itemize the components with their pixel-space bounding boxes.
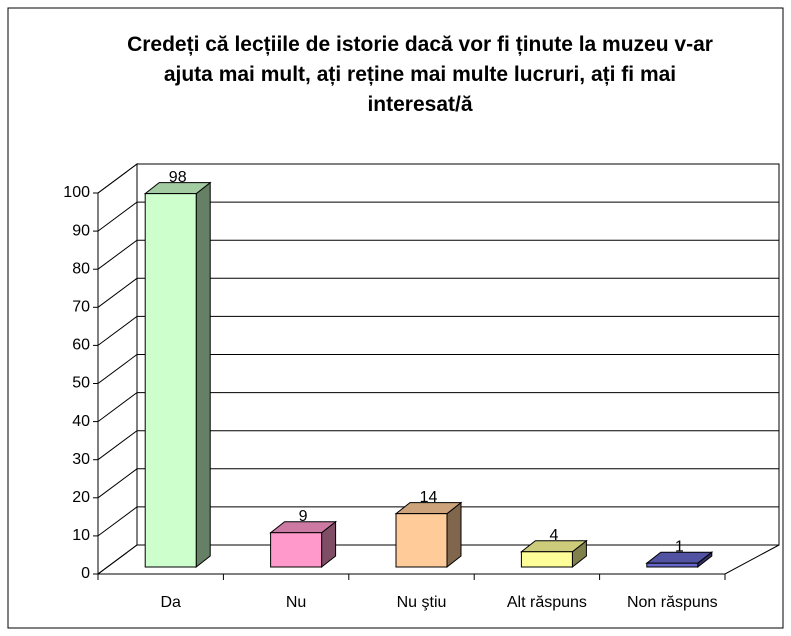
chart-border <box>7 7 784 629</box>
grid-line <box>97 430 779 461</box>
x-tick-label: Nu <box>286 594 306 611</box>
grid-line <box>97 239 779 270</box>
y-tick-label: 20 <box>72 489 90 506</box>
value-label: 9 <box>299 508 308 525</box>
y-tick-label: 80 <box>72 260 90 277</box>
y-tick-label: 0 <box>81 565 90 582</box>
value-label: 98 <box>169 169 187 186</box>
bar <box>144 193 197 568</box>
y-tick-label: 70 <box>72 299 90 316</box>
bar <box>520 551 573 568</box>
x-tick-label: Da <box>160 594 181 611</box>
x-tick-label: Nu ştiu <box>397 594 447 611</box>
y-tick-label: 100 <box>63 184 90 201</box>
grid-line <box>97 277 779 308</box>
chart-title: Credeți că lecțiile de istorie dacă vor … <box>127 33 713 116</box>
y-tick-label: 60 <box>72 337 90 354</box>
value-label: 14 <box>420 489 438 506</box>
y-tick-label: 30 <box>72 451 90 468</box>
grid-line <box>97 506 779 537</box>
grid-line <box>97 201 779 232</box>
x-tick-label: Non răspuns <box>627 594 718 611</box>
y-tick-label: 90 <box>72 222 90 239</box>
grid-line <box>97 315 779 346</box>
bar <box>646 562 699 568</box>
y-tick-label: 50 <box>72 375 90 392</box>
x-tick-label: Alt răspuns <box>507 594 587 611</box>
y-tick-label: 10 <box>72 527 90 544</box>
value-label: 1 <box>675 538 684 555</box>
grid-line <box>97 468 779 499</box>
grid-line <box>97 163 779 194</box>
y-tick-label: 40 <box>72 413 90 430</box>
bar <box>395 513 448 568</box>
bar <box>270 532 323 568</box>
grid-line <box>97 392 779 423</box>
bar-side <box>195 181 211 569</box>
value-label: 4 <box>549 527 558 544</box>
grid-line <box>97 354 779 384</box>
